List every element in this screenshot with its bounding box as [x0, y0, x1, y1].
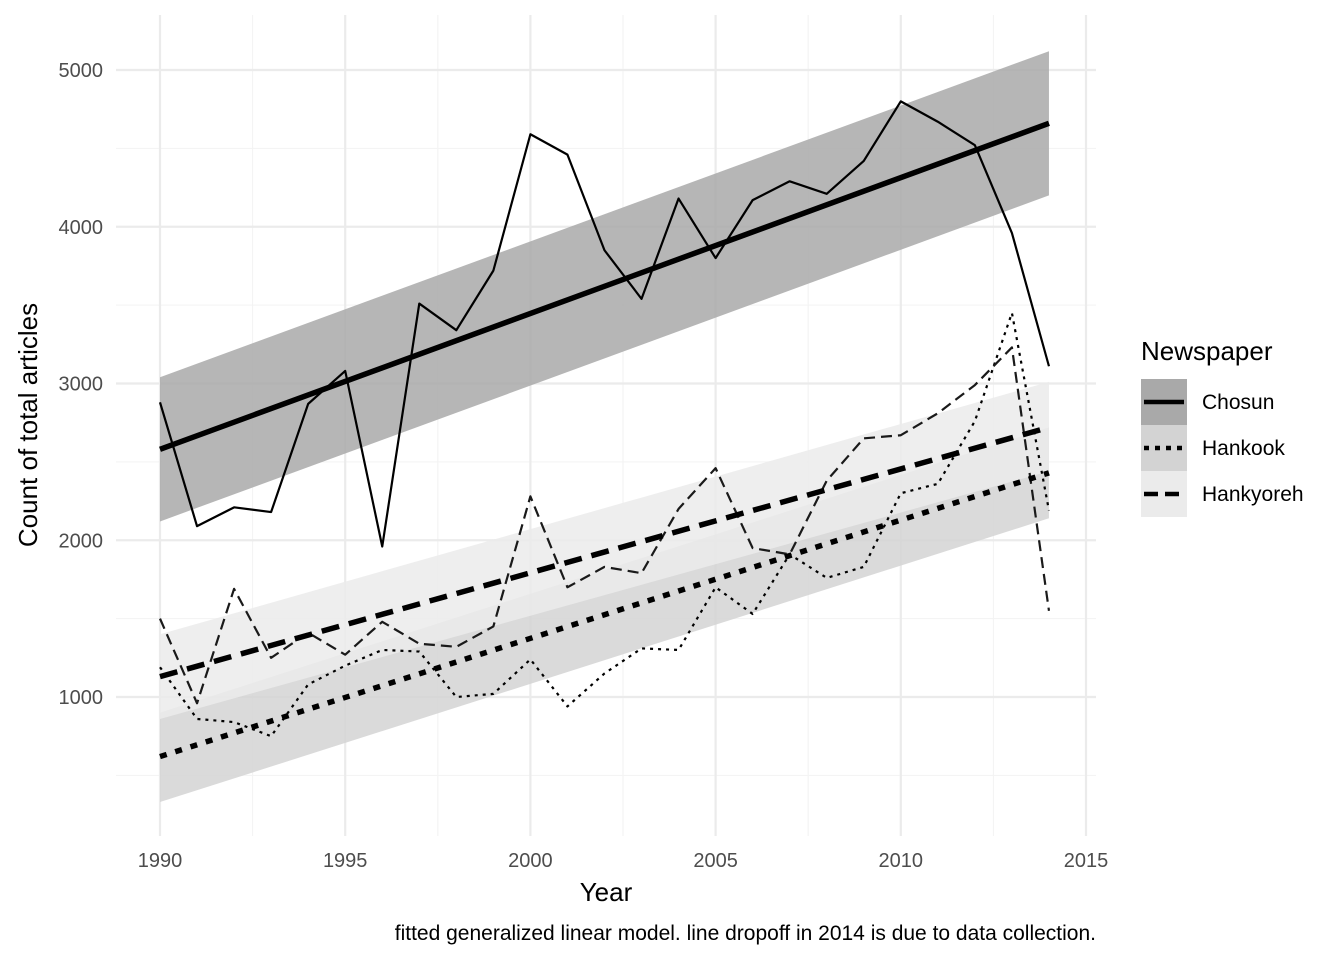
- caption: fitted generalized linear model. line dr…: [395, 922, 1096, 945]
- fit-lines: [159, 120, 1050, 760]
- x-axis-ticks: 1990 1995 2000 2005 2010 2015: [138, 850, 1109, 872]
- y-axis-title: Count of total articles: [13, 303, 43, 547]
- series-line-hankook: [159, 311, 1051, 738]
- legend-title: Newspaper: [1141, 336, 1273, 366]
- legend-item-hankyoreh: Hankyoreh: [1141, 471, 1304, 517]
- fit-line-chosun: [159, 120, 1050, 452]
- legend-item-chosun: Chosun: [1141, 379, 1274, 425]
- legend-label: Hankyoreh: [1202, 483, 1304, 506]
- legend-label: Chosun: [1202, 391, 1274, 414]
- x-tick-label: 2010: [879, 850, 924, 872]
- x-tick-label: 1990: [138, 850, 183, 872]
- legend-label: Hankook: [1202, 437, 1285, 460]
- x-tick-label: 1995: [323, 850, 368, 872]
- fit-line-hankyoreh: [159, 424, 1050, 680]
- series-line-chosun: [158, 100, 1051, 548]
- x-tick-label: 2015: [1064, 850, 1109, 872]
- series-lines: [158, 100, 1051, 738]
- x-axis-title: Year: [580, 877, 633, 907]
- legend: Newspaper Chosun Hankook Hankyoreh: [1141, 336, 1304, 517]
- series-line-hankyoreh: [158, 346, 1051, 705]
- y-tick-label: 5000: [59, 60, 104, 82]
- x-tick-label: 2000: [508, 850, 553, 872]
- legend-item-hankook: Hankook: [1141, 425, 1285, 471]
- fit-line-hankook: [159, 470, 1050, 760]
- y-tick-label: 2000: [59, 530, 104, 552]
- y-tick-label: 4000: [59, 217, 104, 239]
- y-axis-ticks: 1000 2000 3000 4000 5000: [59, 60, 104, 709]
- x-tick-label: 2005: [693, 850, 738, 872]
- y-tick-label: 1000: [59, 687, 104, 709]
- y-tick-label: 3000: [59, 374, 104, 396]
